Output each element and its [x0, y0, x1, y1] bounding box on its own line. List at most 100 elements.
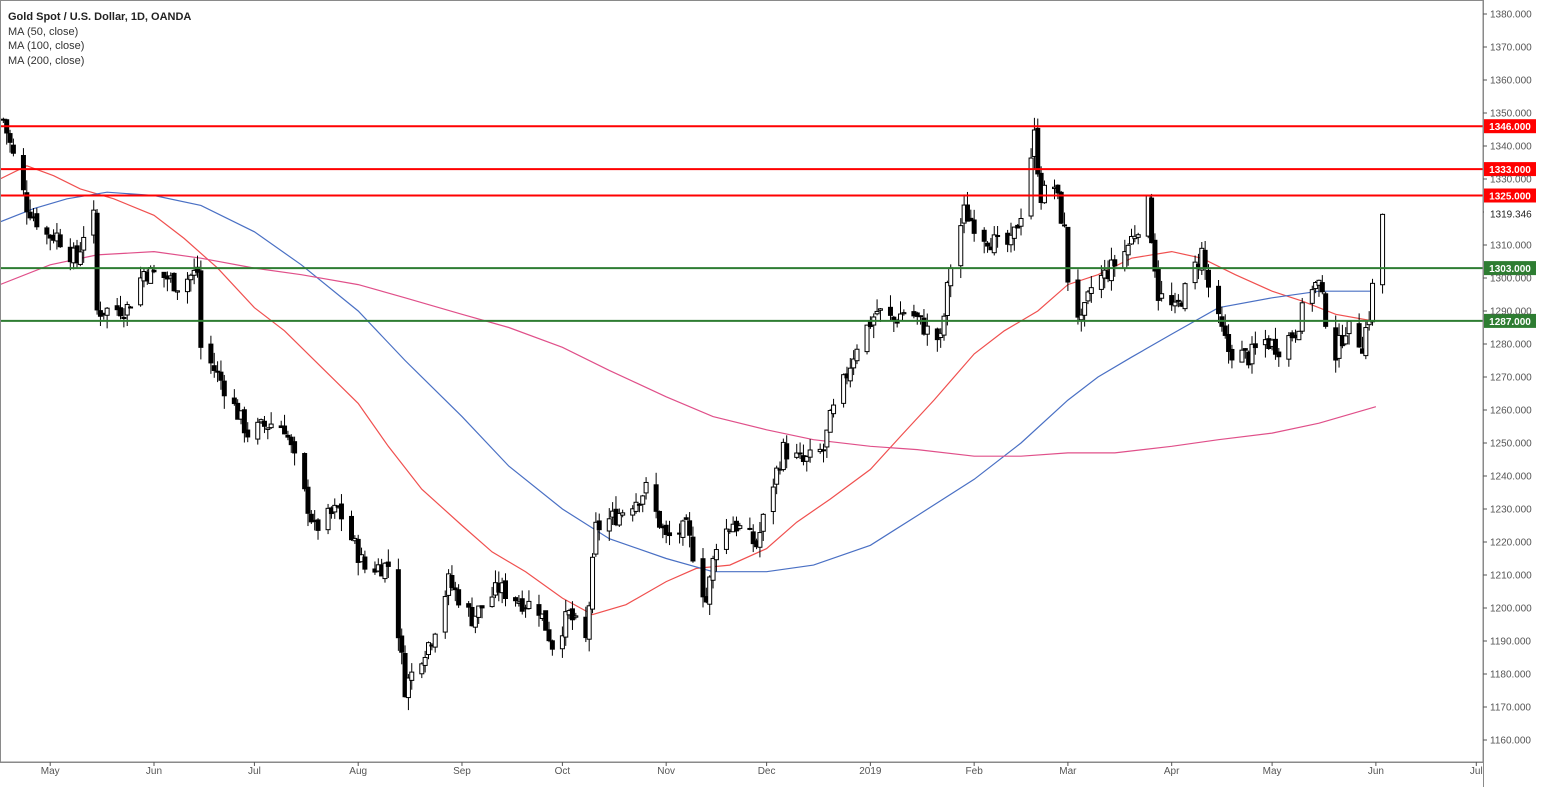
candle-down[interactable] — [211, 365, 217, 371]
candle-down[interactable] — [1276, 351, 1282, 358]
candle-up[interactable] — [707, 576, 713, 605]
candle-up[interactable] — [559, 635, 565, 650]
candle-down[interactable] — [750, 531, 756, 545]
candle-down[interactable] — [466, 603, 472, 608]
candle-up[interactable] — [1082, 302, 1088, 316]
candle-up[interactable] — [526, 600, 532, 610]
candle-down[interactable] — [245, 429, 251, 438]
candle-up[interactable] — [472, 615, 478, 628]
candle-up[interactable] — [409, 671, 415, 681]
candle-down[interactable] — [914, 312, 920, 317]
candle-down[interactable] — [7, 133, 13, 143]
candle-up[interactable] — [1041, 184, 1047, 204]
candle-down[interactable] — [456, 589, 462, 606]
candle-down[interactable] — [288, 436, 294, 446]
candle-down[interactable] — [1055, 184, 1061, 194]
candle-down[interactable] — [784, 443, 790, 460]
candle-up[interactable] — [948, 267, 954, 287]
candle-down[interactable] — [971, 219, 977, 234]
candle-up[interactable] — [265, 427, 271, 430]
candle-up[interactable] — [573, 615, 579, 618]
candle-down[interactable] — [198, 270, 204, 348]
candle-up[interactable] — [1125, 244, 1131, 256]
candle-down[interactable] — [569, 608, 575, 621]
candle-down[interactable] — [449, 575, 455, 588]
candle-up[interactable] — [442, 596, 448, 633]
candle-down[interactable] — [355, 538, 361, 563]
candle-up[interactable] — [476, 605, 482, 618]
candle-up[interactable] — [807, 449, 813, 458]
candle-up[interactable] — [854, 348, 860, 362]
candle-up[interactable] — [760, 513, 766, 532]
candle-up[interactable] — [804, 456, 810, 462]
candle-down[interactable] — [27, 211, 33, 219]
candle-down[interactable] — [667, 532, 673, 537]
candle-up[interactable] — [419, 663, 425, 675]
candle-up[interactable] — [138, 277, 144, 306]
candle-up[interactable] — [643, 481, 649, 494]
candle-up[interactable] — [586, 605, 592, 640]
candle-up[interactable] — [1018, 218, 1024, 227]
candle-up[interactable] — [620, 512, 626, 516]
candle-down[interactable] — [596, 520, 602, 531]
candle-down[interactable] — [981, 229, 987, 242]
candle-up[interactable] — [864, 324, 870, 353]
candle-down[interactable] — [395, 569, 401, 639]
candle-down[interactable] — [1242, 348, 1248, 351]
candle-down[interactable] — [10, 144, 16, 154]
candle-down[interactable] — [1319, 282, 1325, 293]
candle-down[interactable] — [543, 610, 549, 631]
candle-up[interactable] — [821, 449, 827, 452]
candle-up[interactable] — [898, 313, 904, 321]
candle-up[interactable] — [640, 495, 646, 505]
candle-down[interactable] — [1202, 249, 1208, 269]
candle-up[interactable] — [630, 508, 636, 516]
candle-down[interactable] — [452, 587, 458, 591]
candle-up[interactable] — [332, 504, 338, 513]
candle-down[interactable] — [1035, 127, 1041, 175]
candle-up[interactable] — [563, 611, 569, 638]
candle-down[interactable] — [44, 227, 50, 235]
candle-down[interactable] — [349, 515, 355, 541]
candle-up[interactable] — [425, 642, 431, 656]
candle-down[interactable] — [502, 580, 508, 600]
candle-down[interactable] — [1226, 334, 1232, 352]
candle-up[interactable] — [770, 486, 776, 513]
candle-up[interactable] — [1192, 261, 1198, 284]
candle-up[interactable] — [1078, 314, 1084, 321]
candle-down[interactable] — [94, 212, 100, 311]
candle-up[interactable] — [847, 367, 853, 382]
candle-up[interactable] — [593, 521, 599, 555]
candle-up[interactable] — [1108, 259, 1114, 282]
candle-down[interactable] — [1205, 269, 1211, 288]
candle-up[interactable] — [1135, 234, 1141, 238]
candle-up[interactable] — [124, 304, 130, 316]
candle-up[interactable] — [831, 404, 837, 415]
candle-down[interactable] — [1229, 348, 1235, 361]
candle-down[interactable] — [656, 510, 662, 528]
candle-down[interactable] — [285, 434, 291, 438]
candle-up[interactable] — [1098, 274, 1104, 290]
candle-up[interactable] — [636, 503, 642, 506]
candle-down[interactable] — [964, 204, 970, 222]
candle-down[interactable] — [161, 271, 167, 278]
candle-up[interactable] — [1286, 335, 1292, 360]
candle-up[interactable] — [901, 312, 907, 315]
candle-up[interactable] — [851, 358, 857, 369]
candle-up[interactable] — [1299, 302, 1305, 332]
candle-up[interactable] — [1028, 157, 1034, 217]
candle-up[interactable] — [616, 512, 622, 526]
candle-up[interactable] — [941, 315, 947, 336]
candle-down[interactable] — [918, 315, 924, 318]
candle-up[interactable] — [1128, 236, 1134, 245]
candle-up[interactable] — [757, 532, 763, 548]
candle-up[interactable] — [1182, 283, 1188, 310]
candle-up[interactable] — [1370, 282, 1376, 323]
candle-down[interactable] — [1272, 338, 1278, 355]
candle-up[interactable] — [924, 325, 930, 335]
ma-line-200[interactable] — [0, 250, 1377, 457]
candle-up[interactable] — [633, 501, 639, 512]
candle-up[interactable] — [1309, 289, 1315, 304]
candle-up[interactable] — [81, 236, 87, 251]
candle-down[interactable] — [24, 192, 30, 213]
